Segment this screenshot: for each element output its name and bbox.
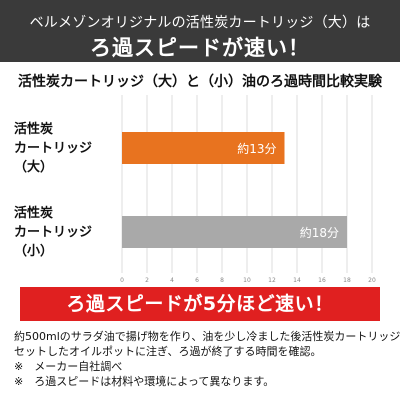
category-label-line: カートリッジ	[14, 140, 93, 156]
x-tick-label: 4	[170, 277, 174, 284]
footnote-source: ※ メーカー自社調べ	[14, 360, 123, 373]
chart-title: 活性炭カートリッジ（大）と（小）油のろ過時間比較実験	[18, 74, 382, 90]
x-tick-label: 2	[145, 277, 149, 284]
x-tick-label: 0	[120, 277, 124, 284]
category-label-1: 活性炭カートリッジ （小）	[14, 204, 92, 261]
header-banner: ベルメゾンオリジナルの活性炭カートリッジ（大）は ろ過スピードが速い！	[0, 0, 400, 62]
x-tick-label: 18	[343, 277, 351, 284]
header-subtitle: ベルメゾンオリジナルの活性炭カートリッジ（大）は	[29, 15, 371, 31]
footnote-disclaimer: ※ ろ過スピードは材料や環境によって異なります。	[14, 375, 275, 388]
x-tick-label: 8	[220, 277, 224, 284]
bar-value-label: 約18分	[300, 225, 339, 240]
category-label-line: 活性炭	[14, 205, 54, 221]
speed-highlight-banner: ろ過スピードが5分ほど速い！	[20, 287, 380, 321]
x-tick-label: 10	[243, 277, 251, 284]
category-label-0: 活性炭カートリッジ （大）	[14, 120, 92, 177]
bar-1	[122, 216, 347, 248]
header-title: ろ過スピードが速い！	[90, 36, 310, 60]
category-label-line: カートリッジ	[14, 224, 93, 240]
x-tick-label: 6	[195, 277, 199, 284]
x-tick-label: 14	[293, 277, 301, 284]
x-tick-label: 16	[318, 277, 326, 284]
category-label-line: （小）	[14, 243, 54, 259]
x-tick-label: 20	[368, 277, 376, 284]
bar-0	[122, 132, 285, 164]
footnote-method-1: 約500mlのサラダ油で揚げ物を作り、油を少し冷ました後活性炭カートリッジを	[14, 330, 400, 343]
category-label-line: 活性炭	[14, 121, 54, 137]
x-tick-label: 12	[268, 277, 276, 284]
footnote-method-2: セットしたオイルポットに注ぎ、ろ過が終了する時間を確認。	[14, 345, 322, 358]
footnotes: 約500mlのサラダ油で揚げ物を作り、油を少し冷ました後活性炭カートリッジを セ…	[14, 329, 400, 389]
bar-value-label: 約13分	[237, 141, 276, 156]
category-label-line: （大）	[14, 159, 54, 175]
